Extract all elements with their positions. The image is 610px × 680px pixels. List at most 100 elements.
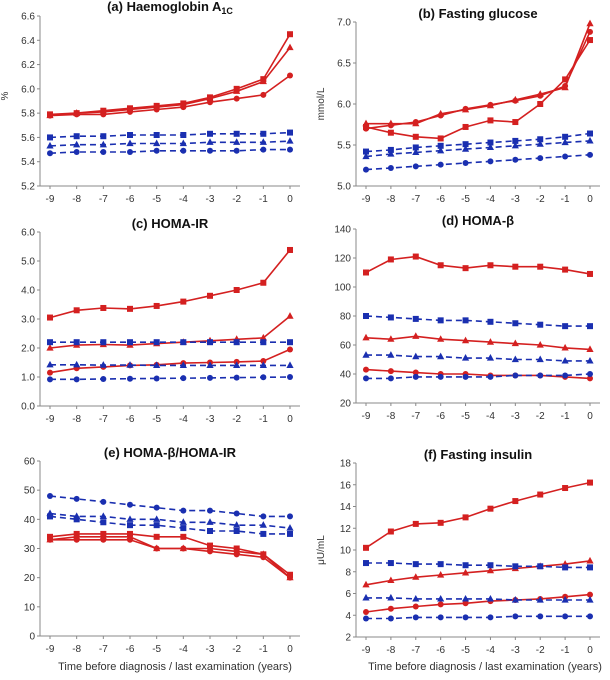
data-point-circle (387, 605, 394, 612)
data-point-circle (363, 375, 369, 382)
series-red-square (47, 246, 293, 321)
data-point-circle (537, 92, 544, 99)
data-point-square (127, 132, 133, 138)
data-point-triangle (461, 594, 470, 602)
data-point-square (73, 307, 80, 314)
data-point-triangle (511, 596, 519, 603)
series-red-circle (47, 72, 293, 119)
data-point-square (287, 246, 293, 253)
y-tick-label: 6.0 (21, 84, 35, 95)
data-point-triangle (387, 150, 395, 157)
data-point-triangle (362, 333, 370, 341)
data-point-square (207, 339, 213, 346)
data-point-square (127, 305, 133, 312)
data-point-circle (207, 374, 213, 381)
data-point-triangle (387, 351, 395, 358)
data-point-square (462, 123, 469, 130)
data-point-triangle (486, 566, 495, 574)
y-tick-label: 10 (340, 546, 352, 557)
x-tick-label: -8 (386, 411, 395, 422)
y-tick-label: 6 (345, 589, 351, 600)
series-blue-square (363, 560, 593, 571)
data-point-triangle (387, 335, 395, 342)
x-tick-label: -1 (561, 194, 570, 205)
data-point-square (587, 37, 593, 44)
y-tick-label: 50 (24, 486, 36, 497)
data-point-square (562, 76, 569, 83)
x-tick-label: -6 (126, 644, 135, 655)
data-point-square (153, 132, 160, 138)
data-point-circle (462, 600, 469, 607)
y-tick-label: 140 (334, 225, 351, 236)
data-point-triangle (486, 354, 495, 361)
data-point-square (487, 262, 494, 269)
data-point-triangle (536, 140, 544, 147)
data-point-square (387, 528, 394, 535)
data-point-circle (153, 375, 160, 382)
data-point-square (180, 298, 187, 305)
data-point-square (180, 533, 187, 540)
y-axis-label: μU/mL (316, 535, 327, 565)
data-point-square (562, 564, 569, 571)
data-point-square (562, 323, 569, 330)
data-point-triangle (233, 521, 241, 528)
series-line (365, 560, 591, 586)
data-point-square (153, 522, 160, 529)
data-point-circle (287, 574, 293, 581)
data-point-triangle (511, 339, 519, 347)
data-point-circle (412, 369, 419, 376)
data-point-circle (260, 513, 267, 520)
data-point-circle (260, 358, 267, 365)
data-point-square (437, 262, 444, 269)
data-point-square (487, 318, 494, 325)
data-point-triangle (73, 140, 81, 148)
data-point-circle (100, 376, 107, 383)
data-point-circle (412, 603, 419, 610)
data-point-triangle (179, 361, 187, 368)
series-line (365, 335, 591, 351)
series-line (49, 140, 291, 147)
y-tick-label: 12 (340, 524, 352, 535)
data-point-circle (487, 101, 494, 108)
data-point-circle (233, 95, 240, 102)
data-point-triangle (437, 571, 445, 578)
y-tick-label: 20 (340, 399, 352, 410)
data-point-circle (412, 373, 419, 380)
data-point-square (233, 287, 240, 293)
data-point-square (47, 314, 53, 321)
x-tick-label: -5 (152, 194, 161, 205)
data-point-circle (260, 554, 267, 561)
series-blue-circle (363, 613, 593, 622)
data-point-triangle (486, 594, 495, 602)
y-tick-label: 5.5 (337, 141, 351, 152)
x-tick-label: -2 (232, 194, 241, 205)
series-line (365, 140, 591, 158)
data-point-circle (73, 495, 80, 502)
data-point-square (153, 533, 160, 540)
data-point-circle (562, 613, 569, 620)
data-point-square (412, 315, 419, 322)
series-line (49, 495, 290, 518)
panel-4: 20 40 60 80 100 120 140 -9 -8 -7 -6 -5 -4 -3 -2 -1 0 (d) … (334, 213, 600, 422)
data-point-triangle (362, 351, 370, 358)
data-point-triangle (461, 568, 470, 576)
data-point-square (587, 270, 593, 277)
series-blue-triangle (362, 593, 594, 603)
data-point-square (512, 119, 519, 126)
data-point-circle (487, 373, 494, 380)
series-line (365, 132, 591, 153)
data-point-circle (512, 613, 519, 620)
data-point-triangle (206, 518, 214, 525)
data-point-circle (462, 373, 469, 380)
data-point-circle (47, 369, 53, 376)
data-point-triangle (586, 19, 594, 27)
data-point-circle (587, 371, 593, 377)
data-point-triangle (461, 354, 470, 361)
data-point-triangle (286, 361, 294, 368)
data-point-circle (537, 372, 544, 379)
data-point-triangle (126, 139, 134, 147)
data-point-square (512, 137, 519, 144)
data-point-triangle (259, 138, 267, 145)
data-point-square (412, 520, 419, 527)
data-point-square (537, 321, 544, 328)
